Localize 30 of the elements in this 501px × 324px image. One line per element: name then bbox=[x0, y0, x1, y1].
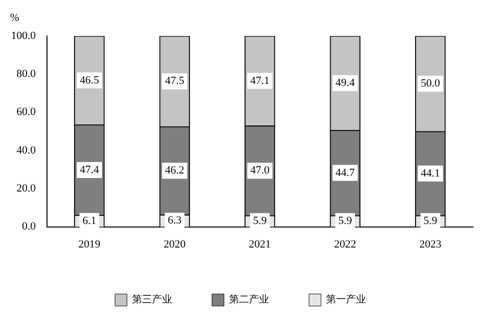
data-label: 46.2 bbox=[165, 164, 184, 177]
data-label: 44.7 bbox=[336, 166, 356, 179]
y-axis-title: % bbox=[10, 12, 20, 24]
legend-label: 第一产业 bbox=[326, 294, 366, 306]
data-label: 47.0 bbox=[250, 164, 270, 177]
data-label: 6.1 bbox=[82, 214, 96, 227]
legend-label: 第二产业 bbox=[229, 294, 269, 306]
data-label: 6.3 bbox=[168, 214, 182, 227]
x-tick-label: 2022 bbox=[334, 238, 356, 250]
y-tick-label: 60.0 bbox=[16, 106, 36, 118]
y-tick-label: 80.0 bbox=[16, 68, 36, 80]
x-tick-label: 2019 bbox=[78, 238, 101, 250]
y-tick-label: 0.0 bbox=[22, 220, 36, 233]
y-tick-label: 100.0 bbox=[11, 30, 36, 42]
data-label: 47.4 bbox=[80, 164, 100, 176]
data-label: 5.9 bbox=[253, 215, 268, 228]
x-tick-label: 2023 bbox=[419, 238, 442, 250]
x-tick-label: 2020 bbox=[164, 238, 186, 250]
y-tick-label: 40.0 bbox=[16, 144, 36, 156]
legend-label: 第三产业 bbox=[132, 294, 172, 306]
data-label: 5.9 bbox=[424, 215, 438, 228]
data-label: 5.9 bbox=[338, 215, 352, 228]
data-label: 47.1 bbox=[250, 74, 270, 87]
data-label: 47.5 bbox=[165, 75, 185, 88]
y-tick-label: 20.0 bbox=[16, 182, 36, 195]
data-label: 49.4 bbox=[336, 77, 356, 90]
data-label: 44.1 bbox=[420, 167, 440, 180]
data-label: 46.5 bbox=[80, 74, 100, 86]
x-tick-label: 2021 bbox=[248, 238, 271, 250]
data-label: 50.0 bbox=[420, 78, 440, 90]
